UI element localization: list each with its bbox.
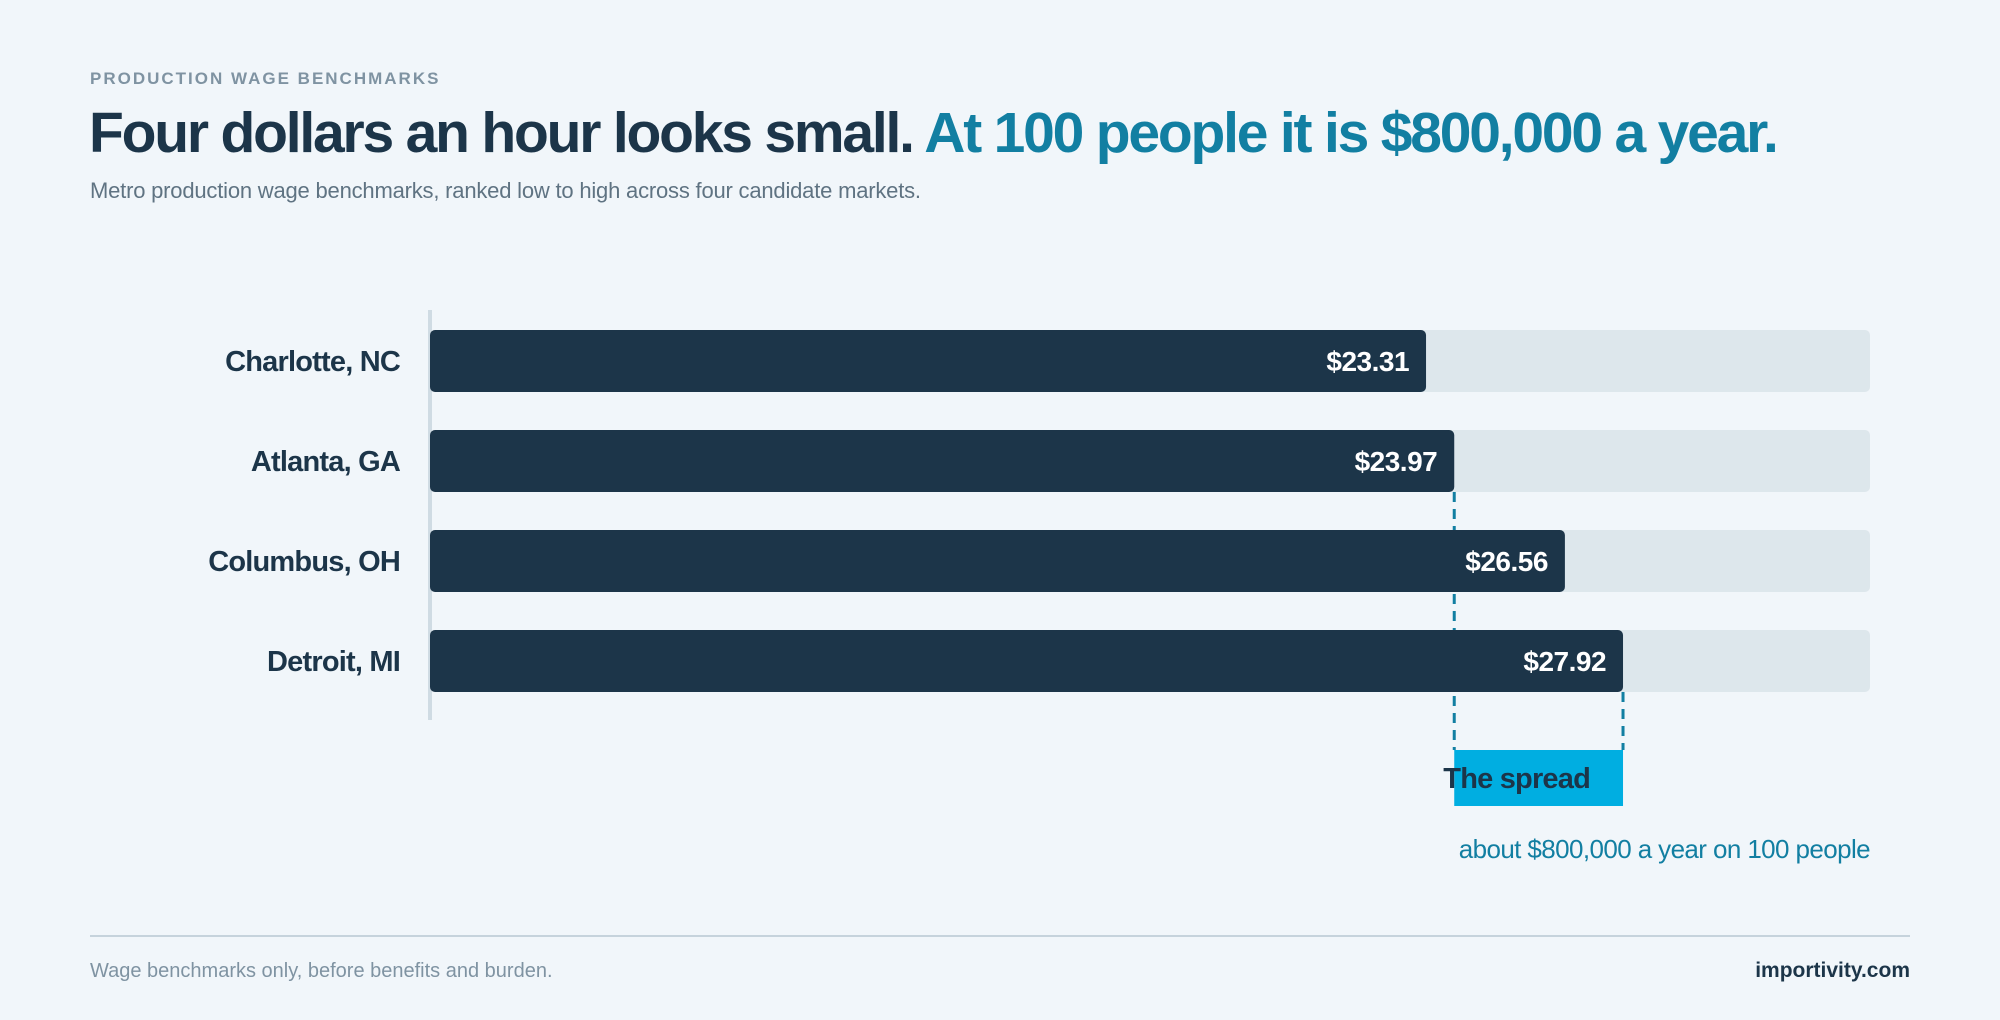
category-label: Charlotte, NC: [225, 346, 401, 378]
footer-divider: [90, 935, 1910, 937]
spread-label: The spread: [1443, 763, 1590, 795]
category-label: Columbus, OH: [208, 546, 400, 578]
bar: [430, 530, 1565, 592]
headline: Four dollars an hour looks small. At 100…: [89, 98, 1779, 168]
headline-accent: At 100 people it is $800,000 a year.: [924, 101, 1779, 165]
subtitle: Metro production wage benchmarks, ranked…: [90, 178, 921, 203]
spread-bar: [1454, 750, 1624, 806]
bar-value-label: $23.31: [1326, 346, 1409, 377]
spread-annotation: about $800,000 a year on 100 people: [1459, 834, 1870, 864]
axis-baseline: [428, 310, 432, 720]
eyebrow: PRODUCTION WAGE BENCHMARKS: [90, 69, 441, 88]
bar: [430, 330, 1427, 392]
category-label: Detroit, MI: [267, 646, 400, 678]
bar: [430, 630, 1624, 692]
bar-value-label: $23.97: [1355, 446, 1438, 477]
category-label: Atlanta, GA: [251, 446, 401, 478]
bar: [430, 430, 1455, 492]
headline-lead: Four dollars an hour looks small.: [89, 101, 915, 165]
bar-value-label: $26.56: [1465, 546, 1548, 577]
footnote: Wage benchmarks only, before benefits an…: [90, 960, 553, 982]
bar-value-label: $27.92: [1523, 646, 1606, 677]
brand-name[interactable]: importivity.com: [1755, 959, 1910, 982]
